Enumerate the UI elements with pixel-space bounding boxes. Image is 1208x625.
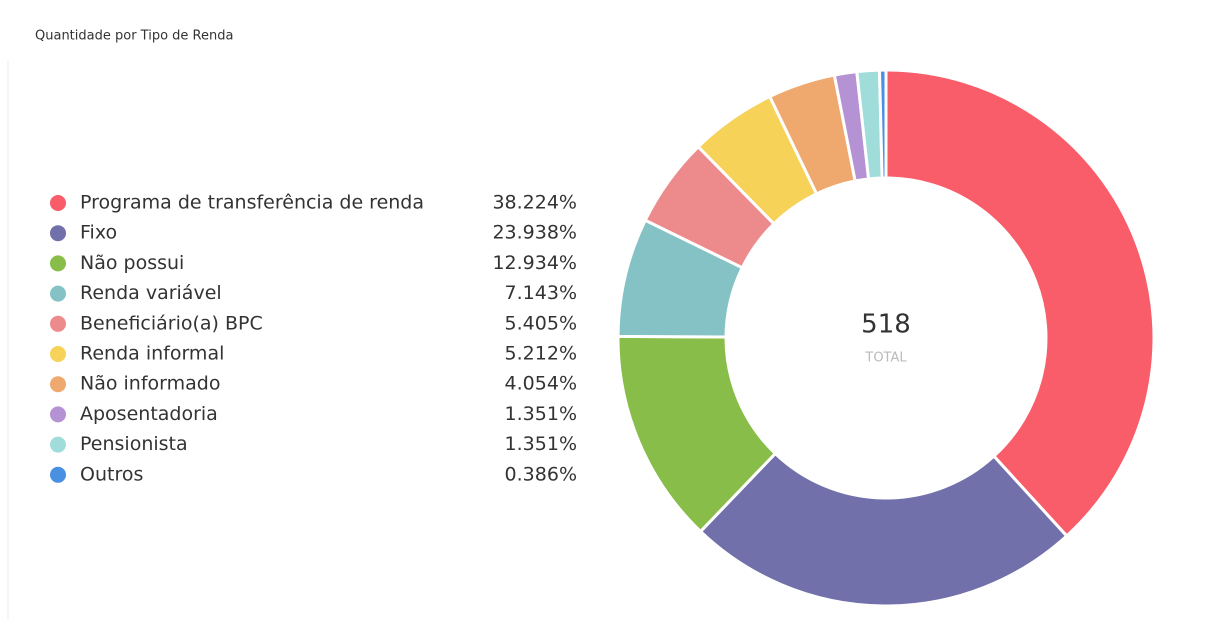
legend-marker (50, 195, 66, 211)
legend-label: Fixo (80, 222, 117, 244)
legend-value: 4.054% (505, 373, 577, 395)
legend-marker (50, 315, 66, 332)
legend-marker (50, 376, 66, 393)
donut-slice (877, 68, 888, 180)
legend-value: 5.212% (505, 343, 577, 365)
legend-value: 1.351% (505, 403, 577, 425)
legend-label: Não possui (80, 252, 184, 274)
legend-value: 38.224% (492, 192, 577, 214)
legend-value: 7.143% (505, 282, 577, 304)
legend-label: Renda informal (80, 343, 224, 365)
donut-slice (884, 68, 1156, 539)
legend-marker (50, 346, 66, 362)
legend-marker (50, 436, 66, 453)
legend-marker (50, 255, 66, 272)
legend-label: Aposentadoria (80, 403, 218, 425)
donut-slice (698, 451, 1069, 608)
legend-value: 5.405% (505, 312, 577, 334)
legend-label: Beneficiário(a) BPC (80, 312, 263, 334)
legend-value: 23.938% (492, 222, 577, 244)
legend-value: 0.386% (505, 463, 577, 485)
total-label: TOTAL (864, 351, 907, 366)
legend-label: Renda variável (80, 282, 222, 304)
legend-label: Não informado (80, 373, 220, 395)
legend-marker (50, 225, 66, 242)
legend-label: Pensionista (80, 433, 188, 455)
chart-title: Quantidade por Tipo de Renda (35, 29, 233, 44)
legend-marker (50, 285, 66, 302)
legend-marker (50, 406, 66, 423)
total-value: 518 (861, 310, 911, 340)
legend-label: Programa de transferência de renda (80, 192, 424, 214)
legend-label: Outros (80, 463, 143, 485)
legend-value: 12.934% (492, 252, 577, 274)
legend-value: 1.351% (505, 433, 577, 455)
legend-marker (50, 466, 66, 483)
